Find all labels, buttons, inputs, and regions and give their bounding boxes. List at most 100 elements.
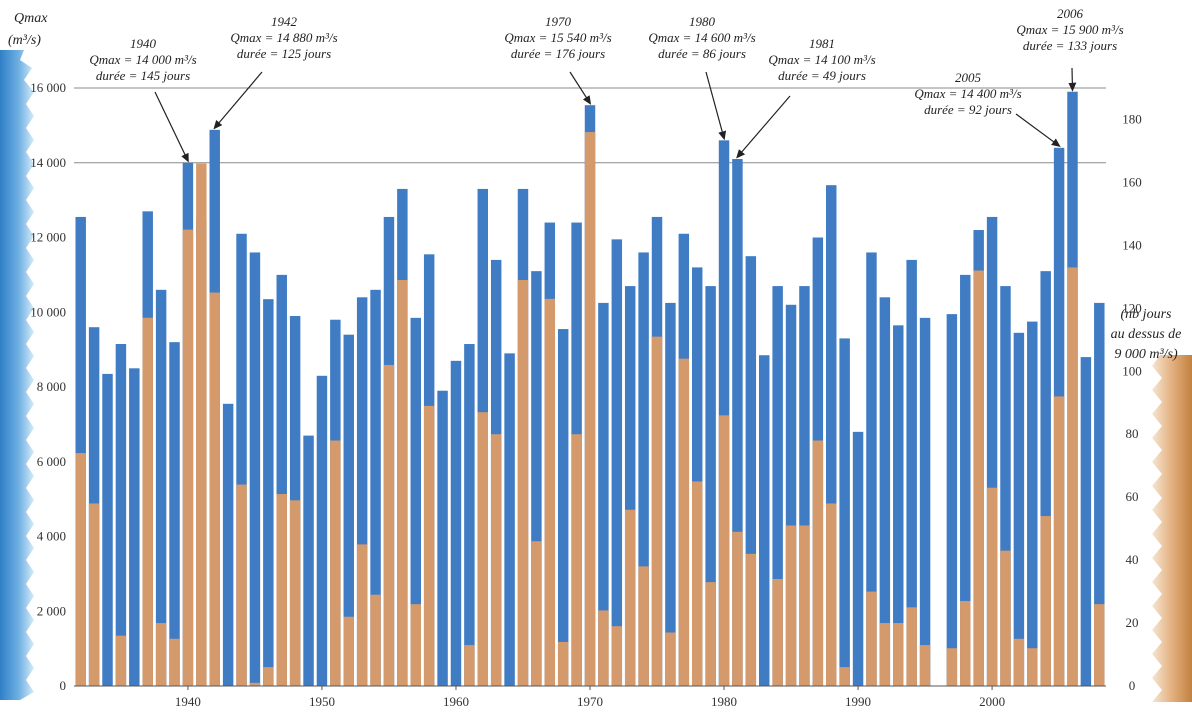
bar-days-1999: [973, 270, 984, 686]
bar-days-1951: [330, 440, 341, 686]
y-right-tick-label: 120: [1122, 300, 1142, 315]
annotation-1940-line3: durée = 145 jours: [96, 68, 190, 83]
bar-qmax-1964: [504, 353, 515, 686]
bar-days-1945: [249, 682, 261, 686]
bar-qmax-1972: [611, 239, 623, 686]
right-axis-label-line2: au dessus de: [1111, 327, 1182, 342]
bar-days-1961: [464, 645, 475, 686]
bar-qmax-1950: [316, 375, 328, 686]
bar-qmax-1986: [799, 286, 810, 686]
annotation-2005-line1: 2005: [955, 70, 982, 85]
axes: 0 2 000 4 000 6 000 8 000 10 000 12 000 14 000 1…: [8, 11, 1181, 709]
bar-days-2002: [1013, 638, 1025, 686]
y-right-tick-label: 80: [1126, 426, 1139, 441]
bar-days-1971: [598, 610, 609, 686]
bar-qmax-1949: [303, 435, 314, 686]
bar-qmax-1954: [370, 289, 381, 686]
bar-qmax-1995: [919, 317, 931, 686]
bar-days-1974: [638, 566, 649, 686]
bar-qmax-1990: [852, 431, 864, 686]
right-axis-label-line3: 9 000 m³/s): [1114, 347, 1178, 362]
bar-days-2008: [1094, 604, 1105, 686]
annotation-1940-line1: 1940: [130, 36, 157, 51]
bar-qmax-1988: [826, 185, 837, 687]
annotation-2005-line3: durée = 92 jours: [924, 102, 1012, 117]
bar-days-2006: [1067, 267, 1078, 686]
bar-days-1970: [584, 132, 596, 686]
x-tick-label: 2000: [979, 694, 1005, 709]
bar-days-1952: [343, 616, 354, 686]
bar-days-1978: [691, 481, 703, 686]
bar-days-2005: [1053, 396, 1065, 686]
bar-days-1972: [611, 626, 623, 686]
bar-days-1994: [906, 607, 917, 686]
y-left-tick-label: 2 000: [37, 603, 66, 618]
bar-qmax-1943: [222, 403, 234, 686]
y-right-tick-label: 100: [1122, 363, 1142, 378]
bar-days-1942: [209, 292, 220, 686]
y-right-tick-label: 160: [1122, 174, 1142, 189]
bar-days-1969: [571, 434, 582, 686]
bar-qmax-1994: [906, 259, 917, 686]
bar-qmax-2004: [1040, 271, 1051, 686]
bar-days-1962: [477, 412, 489, 686]
annotation-1942-line3: durée = 125 jours: [237, 46, 331, 61]
bar-qmax-1979: [705, 286, 716, 686]
bar-days-1953: [356, 544, 368, 686]
bar-days-1940: [182, 229, 194, 686]
bar-qmax-1991: [866, 252, 877, 686]
bar-days-2004: [1040, 516, 1051, 686]
bar-days-1933: [88, 503, 100, 686]
bar-days-1987: [812, 440, 824, 686]
right-axis-band: [1152, 355, 1192, 702]
bar-qmax-1978: [691, 267, 703, 686]
x-tick-label: 1950: [309, 694, 335, 709]
bar-qmax-2001: [1000, 286, 1011, 686]
bar-days-1984: [772, 578, 783, 686]
bar-qmax-1932: [75, 216, 86, 686]
bar-qmax-1947: [276, 274, 287, 686]
annotation-2006-line2: Qmax = 15 900 m³/s: [1016, 22, 1123, 37]
bar-days-1980: [718, 415, 730, 686]
bar-qmax-1998: [960, 274, 971, 686]
y-left-tick-label: 0: [60, 678, 67, 693]
annotation-1980-line3: durée = 86 jours: [658, 46, 746, 61]
bar-days-1955: [383, 364, 395, 686]
bar-qmax-2002: [1013, 332, 1025, 686]
left-axis-label-line2: (m³/s): [8, 33, 41, 48]
y-right-tick-label: 40: [1126, 552, 1139, 567]
bar-qmax-1959: [437, 390, 448, 686]
bar-days-1935: [115, 635, 127, 686]
bar-qmax-1944: [236, 233, 247, 686]
y-left-tick-label: 6 000: [37, 454, 66, 469]
bar-days-1981: [732, 531, 743, 686]
annotation-1942-line2: Qmax = 14 880 m³/s: [230, 30, 337, 45]
y-right-tick-label: 20: [1126, 615, 1139, 630]
bar-qmax-1939: [169, 342, 180, 686]
bar-days-2001: [1000, 550, 1011, 686]
bar-qmax-1934: [102, 373, 113, 686]
bar-days-1965: [517, 279, 529, 686]
left-axis-band: [0, 50, 34, 700]
bar-days-2000: [986, 487, 998, 686]
y-left-tick-label: 16 000: [30, 80, 66, 95]
bar-qmax-1961: [464, 344, 475, 686]
y-left-tick-label: 12 000: [30, 230, 66, 245]
annotation-arrow-1942: [213, 71, 263, 130]
bar-qmax-1945: [249, 252, 261, 686]
bar-days-1992: [879, 623, 891, 686]
bar-days-1948: [289, 500, 301, 686]
x-tick-label: 1940: [175, 694, 201, 709]
bar-days-1944: [236, 484, 247, 686]
annotation-1970-line2: Qmax = 15 540 m³/s: [504, 30, 611, 45]
bar-days-1963: [490, 434, 502, 686]
bar-days-1958: [423, 405, 435, 686]
annotation-2006-line3: durée = 133 jours: [1023, 38, 1117, 53]
bar-days-1995: [919, 645, 931, 686]
bar-days-1941: [196, 163, 207, 686]
x-tick-label: 1980: [711, 694, 737, 709]
bar-days-1973: [624, 509, 636, 686]
bar-days-1939: [169, 638, 180, 686]
bar-qmax-1971: [598, 302, 609, 686]
